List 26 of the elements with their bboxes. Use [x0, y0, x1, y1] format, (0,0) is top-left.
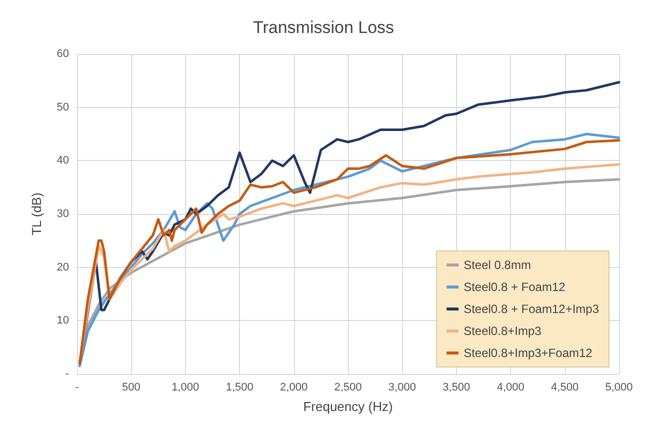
- x-tick-label: 1,500: [226, 382, 254, 394]
- x-tick-label: 3,000: [388, 382, 416, 394]
- legend-label: Steel0.8 + Foam12: [464, 280, 566, 294]
- x-tick-label: 3,500: [442, 382, 470, 394]
- y-tick-label: -: [65, 368, 70, 380]
- x-tick-label: 5,000: [605, 382, 633, 394]
- y-tick-label: 60: [56, 48, 69, 60]
- x-axis-title: Frequency (Hz): [303, 399, 393, 414]
- y-tick-label: 50: [56, 101, 69, 114]
- y-tick-label: 10: [56, 314, 69, 327]
- y-axis-title: TL (dB): [29, 192, 44, 236]
- x-tick-label: 1,000: [172, 382, 200, 394]
- legend-label: Steel0.8+Imp3: [464, 324, 542, 338]
- x-tick-label: 2,500: [334, 382, 362, 394]
- y-tick-label: 40: [56, 154, 69, 167]
- x-tick-label: 4,500: [551, 382, 579, 394]
- chart-title: Transmission Loss: [252, 18, 394, 37]
- x-tick-label: 500: [122, 382, 140, 394]
- x-tick-label: 2,000: [280, 382, 308, 394]
- legend-label: Steel 0.8mm: [464, 258, 531, 272]
- legend-label: Steel0.8 + Foam12+Imp3: [464, 302, 600, 316]
- y-tick-label: 30: [56, 208, 69, 220]
- y-tick-label: 20: [56, 261, 69, 274]
- x-tick-label: 4,000: [496, 382, 524, 394]
- x-tick-label: -: [75, 382, 80, 394]
- legend-label: Steel0.8+Imp3+Foam12: [464, 346, 593, 360]
